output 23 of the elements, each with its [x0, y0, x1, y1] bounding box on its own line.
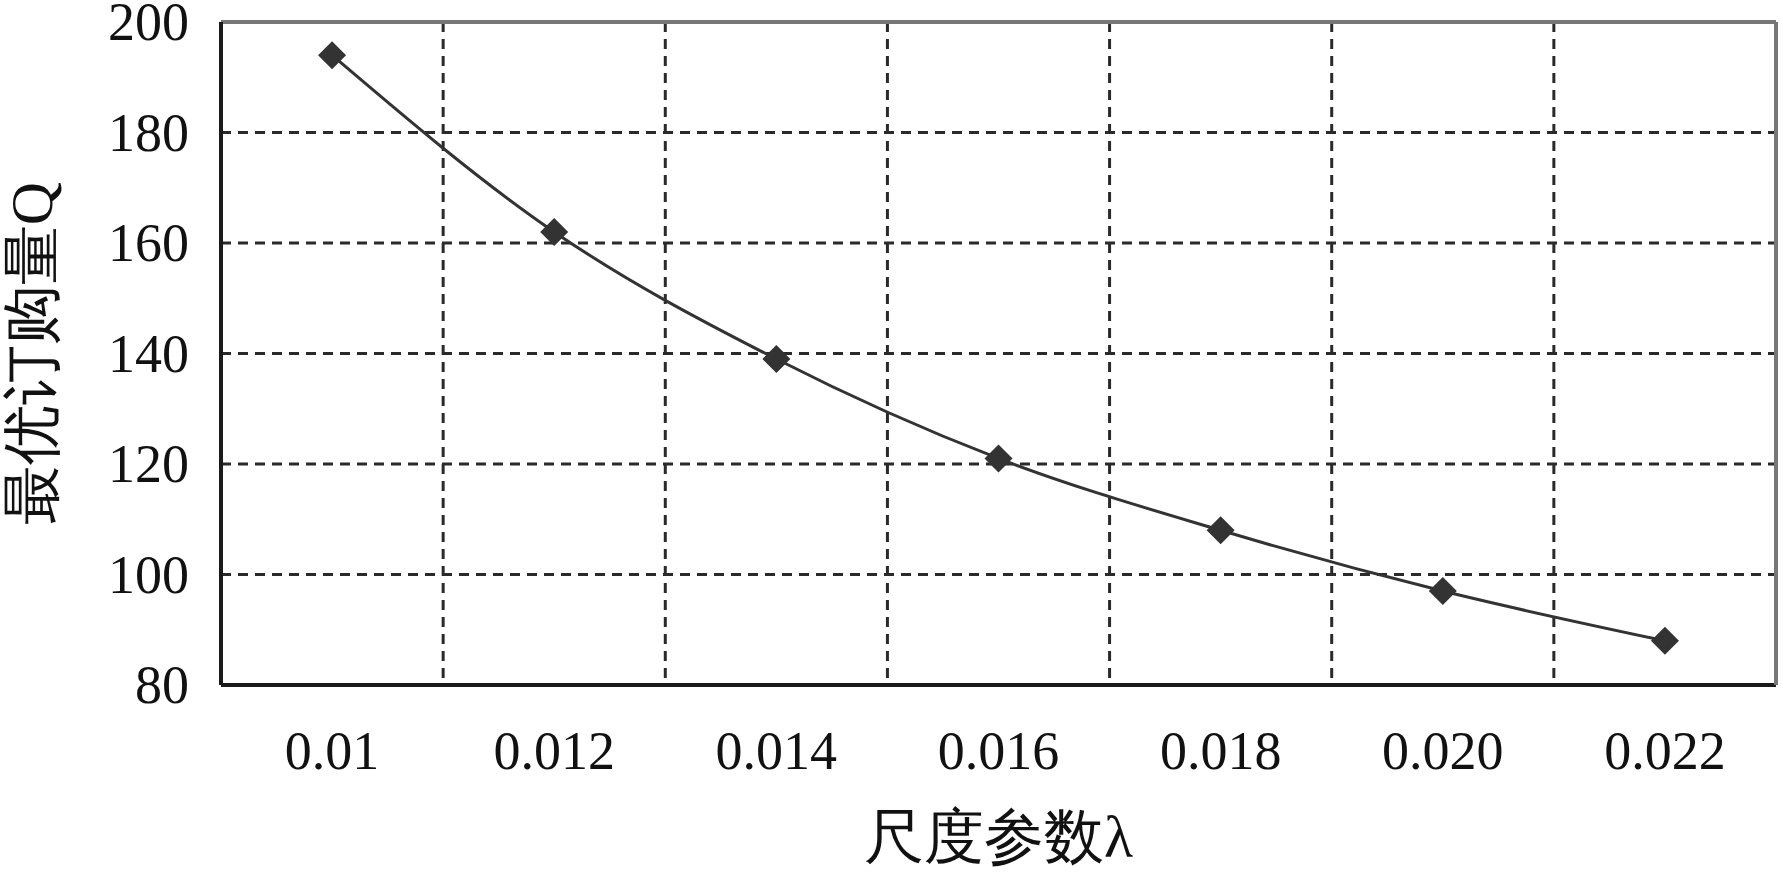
- point: [318, 41, 347, 70]
- point: [762, 345, 791, 374]
- x-tick-label: 0.022: [1604, 721, 1726, 781]
- y-tick-label: 140: [108, 323, 189, 384]
- x-tick-label: 0.018: [1159, 721, 1282, 781]
- x-tick-label: 0.012: [493, 721, 615, 781]
- y-tick-label: 100: [108, 544, 189, 605]
- point: [540, 217, 569, 246]
- x-axis-title: 尺度参数λ: [863, 804, 1134, 870]
- x-tick-label: 0.016: [937, 721, 1060, 781]
- point: [1206, 516, 1235, 545]
- y-tick-label: 120: [108, 434, 189, 494]
- y-tick-label: 160: [108, 213, 189, 273]
- x-tick-label: 0.020: [1382, 721, 1504, 781]
- y-axis-title: 最优订购量Q: [0, 181, 65, 526]
- y-tick-label: 200: [108, 0, 189, 52]
- x-tick-label: 0.014: [715, 721, 838, 781]
- point: [984, 444, 1013, 473]
- point: [1650, 626, 1679, 655]
- y-tick-label: 180: [108, 102, 189, 163]
- x-tick-label: 0.01: [284, 721, 380, 781]
- y-tick-label: 80: [135, 655, 189, 715]
- point: [1428, 577, 1457, 606]
